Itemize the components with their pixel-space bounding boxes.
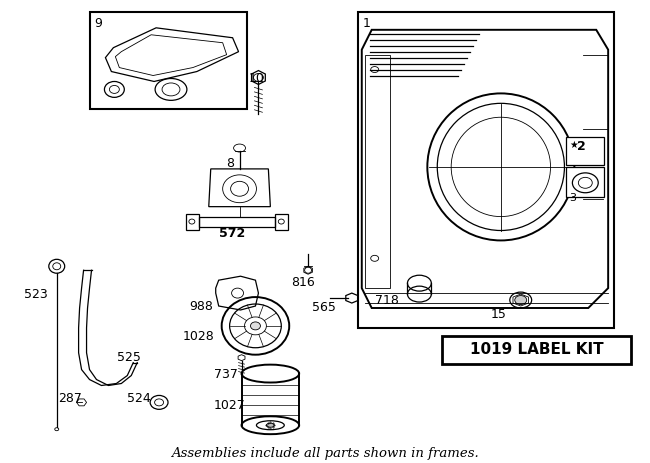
Text: 816: 816 bbox=[291, 276, 315, 289]
Text: 10: 10 bbox=[248, 72, 265, 85]
Text: 1027: 1027 bbox=[214, 400, 246, 413]
Bar bbox=[90, 12, 246, 109]
Text: 718: 718 bbox=[374, 294, 398, 307]
Text: 1: 1 bbox=[363, 17, 370, 30]
Text: 523: 523 bbox=[24, 288, 47, 301]
Text: Assemblies include all parts shown in frames.: Assemblies include all parts shown in fr… bbox=[171, 447, 479, 460]
Bar bbox=[358, 12, 614, 328]
Text: 9: 9 bbox=[94, 17, 102, 30]
Text: 737: 737 bbox=[214, 368, 238, 381]
Ellipse shape bbox=[515, 295, 527, 305]
Text: 15: 15 bbox=[491, 308, 507, 321]
Text: 565: 565 bbox=[312, 301, 336, 314]
Text: 988: 988 bbox=[189, 300, 213, 313]
Text: 525: 525 bbox=[118, 350, 141, 364]
Bar bbox=[442, 336, 631, 363]
Text: 287: 287 bbox=[58, 393, 82, 406]
Text: 572: 572 bbox=[218, 226, 245, 239]
Text: 1028: 1028 bbox=[183, 330, 214, 343]
Text: ★: ★ bbox=[569, 140, 578, 150]
Text: 524: 524 bbox=[127, 393, 151, 406]
Text: 3: 3 bbox=[569, 193, 577, 203]
Bar bbox=[566, 137, 604, 165]
Ellipse shape bbox=[250, 322, 261, 330]
Text: 2: 2 bbox=[577, 140, 586, 153]
Bar bbox=[566, 167, 604, 197]
Ellipse shape bbox=[266, 423, 274, 427]
Text: 1019 LABEL KIT: 1019 LABEL KIT bbox=[470, 342, 603, 357]
Text: 8: 8 bbox=[226, 157, 233, 170]
